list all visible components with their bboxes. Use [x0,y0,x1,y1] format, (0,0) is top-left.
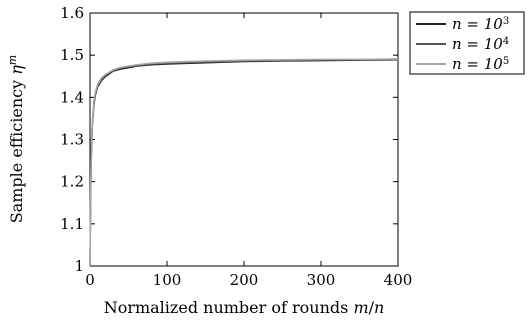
legend-label-2: n = 104 [452,35,509,53]
y-axis-label: Sample efficiency ηm [6,55,27,224]
y-tick-label: 1.6 [60,4,84,22]
series-line-1 [89,59,399,267]
legend-label-1: n = 103 [452,15,509,33]
axis-ticks: 0 100 200 300 400 1 1.1 1.2 1.3 1.4 1.5 1.6 [60,4,412,289]
legend-label-3: n = 105 [452,55,509,73]
legend: n = 103 n = 104 n = 105 [409,11,525,75]
series-line-2 [89,58,399,267]
y-tick-label: 1.3 [60,131,84,149]
y-tick-label: 1 [74,257,84,275]
series-line-3 [89,58,399,267]
y-tick-label: 1.5 [60,46,84,64]
x-tick-label: 100 [153,271,182,289]
series-lines [89,58,399,267]
x-axis-label: Normalized number of rounds m/n [104,298,385,317]
x-tick-label: 0 [85,271,95,289]
x-tick-label: 200 [230,271,259,289]
x-tick-label: 300 [307,271,336,289]
x-tick-label: 400 [384,271,413,289]
legend-entries: n = 103 n = 104 n = 105 [416,15,509,73]
y-tick-label: 1.4 [60,88,84,106]
plot-frame [89,12,399,267]
y-tick-label: 1.2 [60,173,84,191]
y-tick-label: 1.1 [60,215,84,233]
